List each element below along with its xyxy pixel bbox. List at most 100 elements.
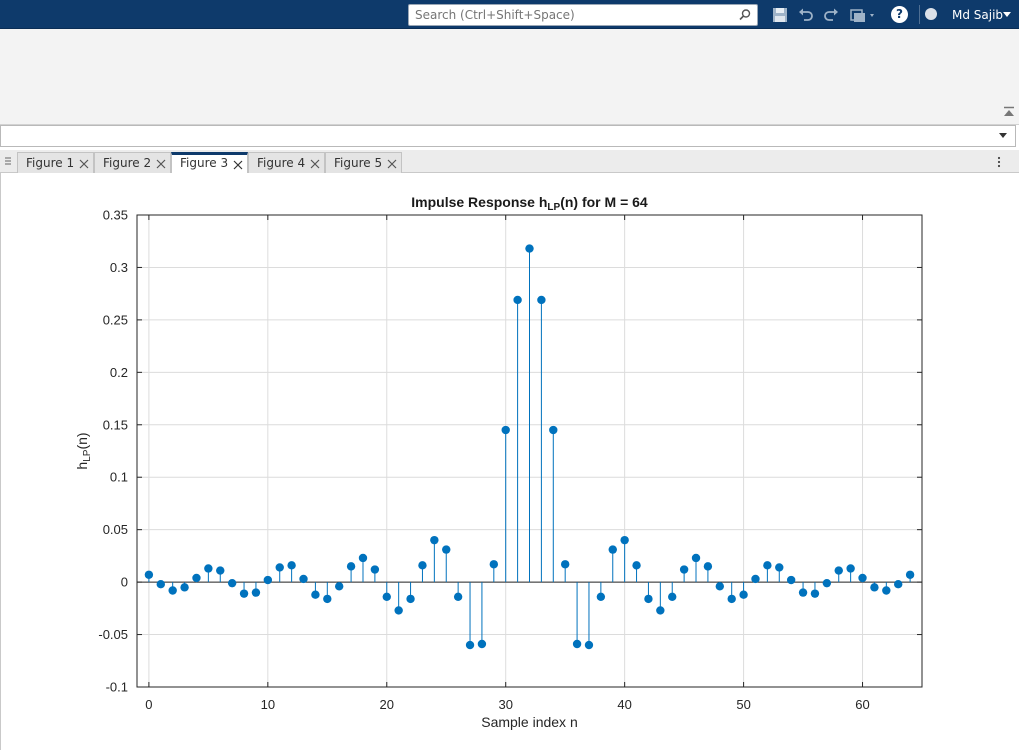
stem-marker — [572, 639, 582, 649]
close-icon[interactable] — [233, 160, 243, 170]
stem-marker — [334, 582, 344, 591]
stem-marker — [358, 553, 368, 563]
y-tick-label: 0.05 — [103, 522, 128, 537]
stem-marker — [465, 640, 475, 650]
y-tick-label: 0.1 — [110, 470, 128, 485]
stem-marker — [751, 574, 760, 584]
stem-marker — [608, 545, 617, 554]
search-icon[interactable] — [738, 8, 752, 22]
stem-marker — [192, 573, 201, 583]
stem-marker — [216, 566, 225, 575]
stem-marker — [668, 592, 677, 601]
stem-marker — [644, 594, 653, 604]
stem-marker — [715, 582, 725, 591]
more-options-icon[interactable] — [997, 156, 1001, 168]
stem-marker — [299, 574, 308, 584]
stem-marker — [727, 594, 736, 604]
stem-marker — [894, 580, 903, 589]
stem-marker — [204, 564, 213, 573]
y-tick-label: 0.2 — [110, 365, 128, 380]
stem-marker — [275, 563, 284, 572]
toolbar-separator — [919, 5, 920, 24]
stem-marker — [227, 578, 237, 588]
y-tick-label: -0.05 — [98, 627, 128, 642]
tab-figure-5[interactable]: Figure 5 — [325, 152, 402, 173]
tab-label: Figure 2 — [103, 156, 152, 170]
stem-marker — [882, 586, 891, 595]
stem-marker — [406, 594, 415, 604]
collapse-toolstrip-icon[interactable] — [1003, 106, 1015, 118]
stem-marker — [430, 535, 439, 545]
close-icon[interactable] — [156, 159, 166, 169]
y-tick-label: 0 — [121, 575, 128, 590]
y-tick-label: -0.1 — [106, 680, 128, 695]
stem-marker — [798, 588, 808, 597]
stem-marker — [620, 535, 629, 545]
close-icon[interactable] — [387, 159, 397, 169]
chart-title: Impulse Response hLP(n) for M = 64 — [411, 194, 648, 213]
stem-marker — [786, 575, 796, 585]
stem-marker — [442, 545, 451, 554]
stem-marker — [560, 560, 570, 569]
stem-marker — [703, 562, 713, 571]
stem-marker — [775, 563, 784, 572]
toolstrip — [0, 29, 1019, 125]
stem-marker — [418, 561, 427, 570]
stem-marker — [525, 244, 534, 253]
tab-label: Figure 4 — [257, 156, 306, 170]
tab-figure-4[interactable]: Figure 4 — [248, 152, 325, 173]
stem-marker — [453, 592, 463, 601]
stem-marker — [323, 594, 332, 604]
stem-marker — [370, 565, 380, 574]
stem-marker — [251, 588, 261, 597]
x-tick-label: 20 — [380, 697, 394, 712]
stem-marker — [810, 589, 820, 598]
close-icon[interactable] — [310, 159, 320, 169]
save-icon[interactable] — [771, 6, 789, 24]
x-axis-label: Sample index n — [481, 714, 578, 730]
stem-marker — [596, 592, 606, 601]
x-tick-label: 40 — [617, 697, 631, 712]
address-bar[interactable] — [0, 125, 1016, 147]
address-dropdown-icon[interactable] — [999, 133, 1007, 138]
stem-marker — [382, 592, 391, 601]
ylabel-subscript: LP — [82, 449, 93, 462]
stem-chart: 0 10 20 30 40 50 60 -0.1 -0.05 0 0.05 0.1 0.15 0.2 0.2… — [74, 194, 923, 730]
title-main: Impulse Response h — [411, 194, 547, 210]
stem-marker — [513, 295, 522, 305]
stem-marker — [168, 586, 177, 595]
ylabel-main: h — [74, 462, 90, 470]
ylabel-suffix: (n) — [74, 432, 90, 449]
x-tick-label: 60 — [855, 697, 869, 712]
axes-box — [136, 214, 923, 688]
stem-marker — [822, 578, 832, 588]
stem-marker — [263, 575, 273, 585]
user-name[interactable]: Md Sajib — [952, 8, 1004, 22]
stem-marker — [870, 583, 879, 592]
notification-icon[interactable] — [925, 8, 937, 20]
stem-marker — [156, 580, 165, 589]
close-icon[interactable] — [79, 159, 89, 169]
y-tick-label: 0.15 — [103, 417, 128, 432]
tab-figure-2[interactable]: Figure 2 — [94, 152, 171, 173]
help-icon[interactable]: ? — [891, 6, 908, 23]
chevron-down-icon[interactable] — [1003, 12, 1011, 17]
x-tick-label: 0 — [145, 697, 152, 712]
stem-marker — [394, 606, 403, 615]
undo-icon[interactable] — [797, 6, 815, 24]
stem-marker — [846, 564, 855, 573]
tab-figure-1[interactable]: Figure 1 — [17, 152, 94, 173]
title-subscript: LP — [547, 202, 560, 213]
stem-marker — [905, 570, 915, 579]
redo-icon[interactable] — [822, 6, 840, 24]
drag-grip-icon[interactable] — [4, 156, 12, 168]
window-switch-icon[interactable] — [849, 6, 879, 24]
y-tick-label: 0.25 — [103, 312, 128, 327]
search-input[interactable] — [408, 4, 758, 26]
figure-canvas: 0 10 20 30 40 50 60 -0.1 -0.05 0 0.05 0.1 0.15 0.2 0.2… — [0, 173, 1019, 750]
stem-marker — [656, 606, 665, 615]
stem-marker — [346, 562, 356, 571]
stem-marker — [679, 565, 689, 574]
x-tick-label: 50 — [736, 697, 750, 712]
tab-figure-3[interactable]: Figure 3 — [171, 152, 248, 174]
